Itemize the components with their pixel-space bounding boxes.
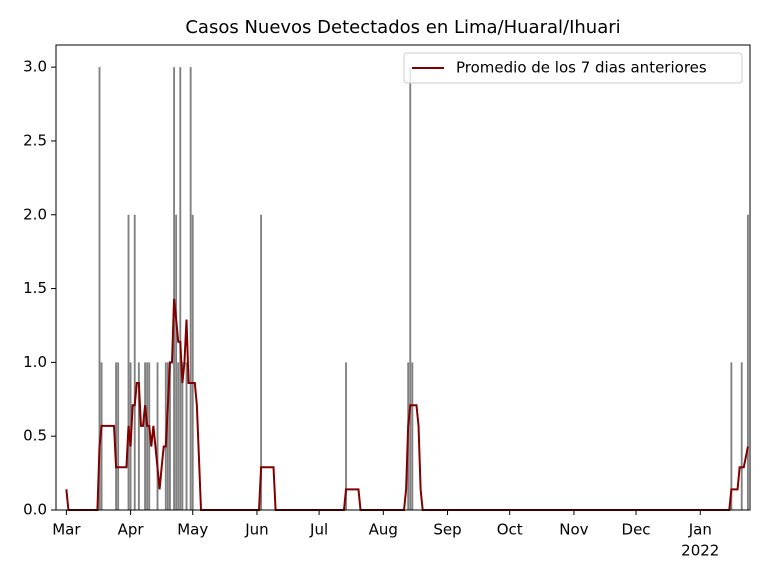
legend-label: Promedio de los 7 dias anteriores: [456, 59, 707, 77]
bar: [115, 362, 118, 510]
legend: Promedio de los 7 dias anteriores: [403, 52, 743, 84]
bar: [100, 362, 103, 510]
x-tick-label: Aug: [369, 521, 398, 539]
bar: [133, 214, 136, 510]
bar: [260, 214, 263, 510]
x-tick-label: Sep: [433, 521, 461, 539]
bar: [166, 362, 169, 510]
x-tick-label: Dec: [622, 521, 651, 539]
x-tick-label: Mar: [52, 521, 81, 539]
bar: [409, 67, 412, 511]
bar: [148, 362, 151, 510]
bar: [144, 362, 147, 510]
bar: [177, 362, 180, 510]
y-tick-label: 0.0: [23, 501, 47, 519]
y-tick-label: 1.0: [23, 353, 47, 371]
bar: [173, 67, 176, 511]
bar: [127, 214, 130, 510]
line: [65, 298, 749, 511]
bar: [146, 362, 149, 510]
y-tick-label: 3.0: [23, 58, 47, 76]
x-tick-label: Jun: [244, 521, 268, 539]
y-tick-label: 0.5: [23, 427, 47, 445]
x-tick-label: Jan: [688, 521, 712, 539]
bar: [345, 362, 347, 510]
y-tick-label: 1.5: [23, 279, 47, 297]
bar: [175, 214, 178, 510]
bar: [169, 362, 171, 510]
bar: [189, 67, 192, 511]
bar: [185, 362, 188, 510]
axes-frame: [55, 44, 751, 511]
y-tick-label: 2.5: [23, 131, 47, 149]
legend-box: [403, 52, 743, 84]
x-tick-label: Jul: [309, 521, 328, 539]
x-sublabel: 2022: [681, 542, 719, 560]
bar: [117, 362, 120, 510]
x-tick-label: May: [177, 521, 208, 539]
bar: [179, 67, 182, 511]
x-tick-label: Apr: [118, 521, 145, 539]
bar: [181, 362, 184, 510]
bar: [137, 362, 140, 510]
y-tick-label: 2.0: [23, 205, 47, 223]
x-tick-label: Oct: [497, 521, 523, 539]
bar: [746, 214, 749, 510]
bar: [411, 362, 414, 510]
bar: [191, 214, 194, 510]
bar: [740, 362, 743, 510]
x-tick-label: Nov: [559, 521, 588, 539]
bar: [730, 362, 733, 510]
chart-title: Casos Nuevos Detectados en Lima/Huaral/I…: [185, 17, 620, 38]
bar: [98, 67, 101, 511]
bar: [156, 362, 159, 510]
